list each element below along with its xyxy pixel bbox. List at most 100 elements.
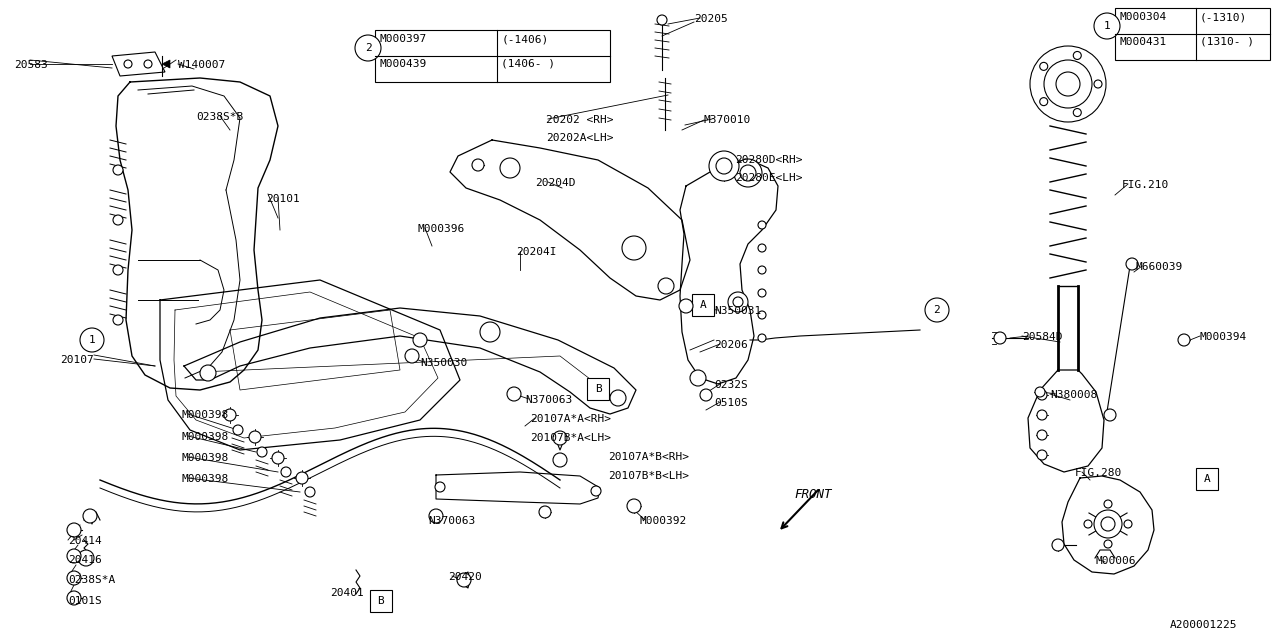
Circle shape: [67, 591, 81, 605]
Circle shape: [690, 370, 707, 386]
Text: 20107B*B<LH>: 20107B*B<LH>: [608, 471, 689, 481]
Circle shape: [500, 158, 520, 178]
Circle shape: [591, 486, 602, 496]
Circle shape: [113, 265, 123, 275]
Circle shape: [1044, 60, 1092, 108]
Circle shape: [657, 15, 667, 25]
Circle shape: [113, 215, 123, 225]
Circle shape: [758, 266, 765, 274]
Text: M000398: M000398: [182, 474, 229, 484]
Circle shape: [1039, 62, 1048, 70]
Text: 20107A*A<RH>: 20107A*A<RH>: [530, 414, 611, 424]
Circle shape: [553, 431, 567, 445]
Circle shape: [404, 349, 419, 363]
Circle shape: [1036, 387, 1044, 397]
Text: (1406- ): (1406- ): [502, 59, 556, 69]
Text: 20280D<RH>: 20280D<RH>: [735, 155, 803, 165]
Text: N380008: N380008: [1050, 390, 1097, 400]
Text: 20202 <RH>: 20202 <RH>: [547, 115, 613, 125]
Circle shape: [200, 365, 216, 381]
Circle shape: [233, 425, 243, 435]
Bar: [692, 294, 714, 316]
Circle shape: [1124, 520, 1132, 528]
Circle shape: [250, 431, 261, 443]
Circle shape: [733, 297, 742, 307]
Bar: [375, 30, 611, 82]
Text: M660039: M660039: [1137, 262, 1183, 272]
Text: M000431: M000431: [1119, 37, 1166, 47]
Text: B: B: [378, 596, 384, 606]
Text: N350031: N350031: [714, 306, 762, 316]
Text: 20202A<LH>: 20202A<LH>: [547, 133, 613, 143]
Text: 1: 1: [1103, 21, 1110, 31]
Circle shape: [733, 159, 762, 187]
Circle shape: [113, 315, 123, 325]
Circle shape: [1037, 390, 1047, 400]
Circle shape: [1084, 520, 1092, 528]
Bar: [1115, 8, 1270, 60]
Text: M000398: M000398: [182, 432, 229, 442]
Circle shape: [305, 487, 315, 497]
Text: (1310- ): (1310- ): [1199, 37, 1253, 47]
Text: N370063: N370063: [525, 395, 572, 405]
Circle shape: [282, 467, 291, 477]
Circle shape: [472, 159, 484, 171]
Circle shape: [995, 332, 1006, 344]
Circle shape: [1178, 334, 1190, 346]
Circle shape: [758, 334, 765, 342]
Circle shape: [124, 60, 132, 68]
Text: 20401: 20401: [330, 588, 364, 598]
Text: M000439: M000439: [379, 59, 426, 69]
Text: 20107B*A<LH>: 20107B*A<LH>: [530, 433, 611, 443]
Circle shape: [413, 333, 428, 347]
Circle shape: [709, 151, 739, 181]
Circle shape: [539, 506, 550, 518]
Circle shape: [627, 499, 641, 513]
Text: 20107A*B<RH>: 20107A*B<RH>: [608, 452, 689, 462]
Text: M000397: M000397: [379, 34, 426, 44]
Text: A: A: [1203, 474, 1211, 484]
Circle shape: [257, 447, 268, 457]
Text: M000398: M000398: [182, 453, 229, 463]
Circle shape: [758, 244, 765, 252]
Circle shape: [925, 298, 948, 322]
Circle shape: [224, 409, 236, 421]
Circle shape: [67, 549, 81, 563]
Circle shape: [1037, 430, 1047, 440]
Circle shape: [1094, 80, 1102, 88]
Circle shape: [1094, 13, 1120, 39]
Text: (-1310): (-1310): [1199, 12, 1247, 22]
Text: 20206: 20206: [714, 340, 748, 350]
Bar: [588, 378, 609, 400]
Bar: [370, 590, 392, 612]
Text: 20204I: 20204I: [516, 247, 557, 257]
Text: 0232S: 0232S: [714, 380, 748, 390]
Text: (-1406): (-1406): [502, 34, 548, 44]
Circle shape: [758, 311, 765, 319]
Circle shape: [78, 550, 93, 566]
Text: FIG.280: FIG.280: [1075, 468, 1123, 478]
Circle shape: [1094, 510, 1123, 538]
Circle shape: [355, 35, 381, 61]
Text: W140007: W140007: [178, 60, 225, 70]
Circle shape: [143, 60, 152, 68]
Circle shape: [1126, 258, 1138, 270]
Circle shape: [273, 452, 284, 464]
Text: 2: 2: [365, 43, 371, 53]
Circle shape: [716, 158, 732, 174]
Circle shape: [457, 573, 471, 587]
Circle shape: [622, 236, 646, 260]
Text: B: B: [595, 384, 602, 394]
Text: A200001225: A200001225: [1170, 620, 1238, 630]
Circle shape: [296, 472, 308, 484]
Bar: [1196, 468, 1219, 490]
Circle shape: [507, 387, 521, 401]
Circle shape: [553, 453, 567, 467]
Circle shape: [113, 165, 123, 175]
Text: A: A: [700, 300, 707, 310]
Text: 20416: 20416: [68, 555, 101, 565]
Text: 0238S*B: 0238S*B: [196, 112, 243, 122]
Circle shape: [67, 523, 81, 537]
Circle shape: [1103, 540, 1112, 548]
Circle shape: [1103, 409, 1116, 421]
